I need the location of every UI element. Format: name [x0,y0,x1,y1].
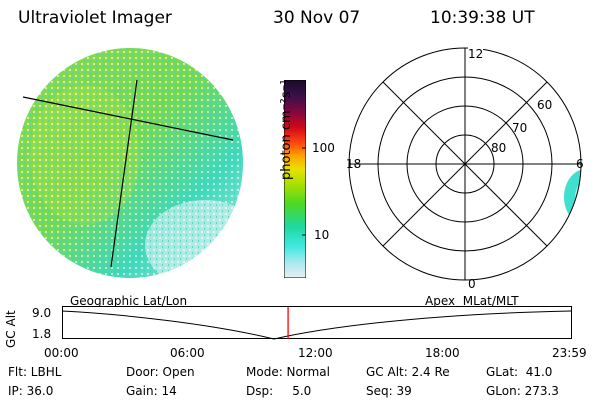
altitude-curve [62,310,572,340]
colorbar-unit-label: photon cm⁻²s⁻¹ [279,79,294,180]
polar-plot [348,47,582,281]
timeline-xtick-2359: 23:59 [552,346,587,360]
info-door: Door: Open [126,365,195,379]
mlt-label-0: 0 [468,277,476,291]
timeline-xtick-0000: 00:00 [44,346,79,360]
timeline-right-title: Apex MLat/MLT [425,294,519,308]
timeline-left-title: Geographic Lat/Lon [70,294,188,308]
info-mode: Mode: Normal [246,365,330,379]
timeline-xtick-1200: 12:00 [298,346,333,360]
mlt-label-6: 6 [576,157,584,171]
latitude-line [22,96,234,141]
info-gain: Gain: 14 [126,384,177,398]
mlat-ring-80: 80 [491,141,507,155]
info-dsp: Dsp: 5.0 [246,384,312,398]
timeline-ylabel: GC Alt [4,310,18,348]
info-filter: Flt: LBHL [8,365,62,379]
mlat-ring-60: 60 [537,98,553,112]
colorbar-tick-100: 100 [312,141,335,155]
mlat-ring-70: 70 [512,121,528,135]
colorbar-tick-10: 10 [314,228,330,242]
color-bar [284,80,306,278]
geographic-image [17,48,243,278]
info-ip: IP: 36.0 [8,384,54,398]
timeline-ytick-max: 9.0 [32,306,52,320]
time-label: 10:39:38 UT [430,8,535,28]
timeline-ytick-min: 1.8 [32,327,52,341]
mlt-label-12: 12 [468,47,484,61]
info-seq: Seq: 39 [366,384,412,398]
info-glat: GLat: 41.0 [486,365,553,379]
date-label: 30 Nov 07 [273,8,361,28]
altitude-timeline [62,306,572,340]
mlt-label-18: 18 [346,157,362,171]
timeline-xtick-1800: 18:00 [425,346,460,360]
longitude-line [110,79,138,268]
timeline-xtick-0600: 06:00 [170,346,205,360]
info-glon: GLon: 273.3 [486,384,559,398]
instrument-title: Ultraviolet Imager [18,8,172,28]
info-gc-alt: GC Alt: 2.4 Re [366,365,450,379]
